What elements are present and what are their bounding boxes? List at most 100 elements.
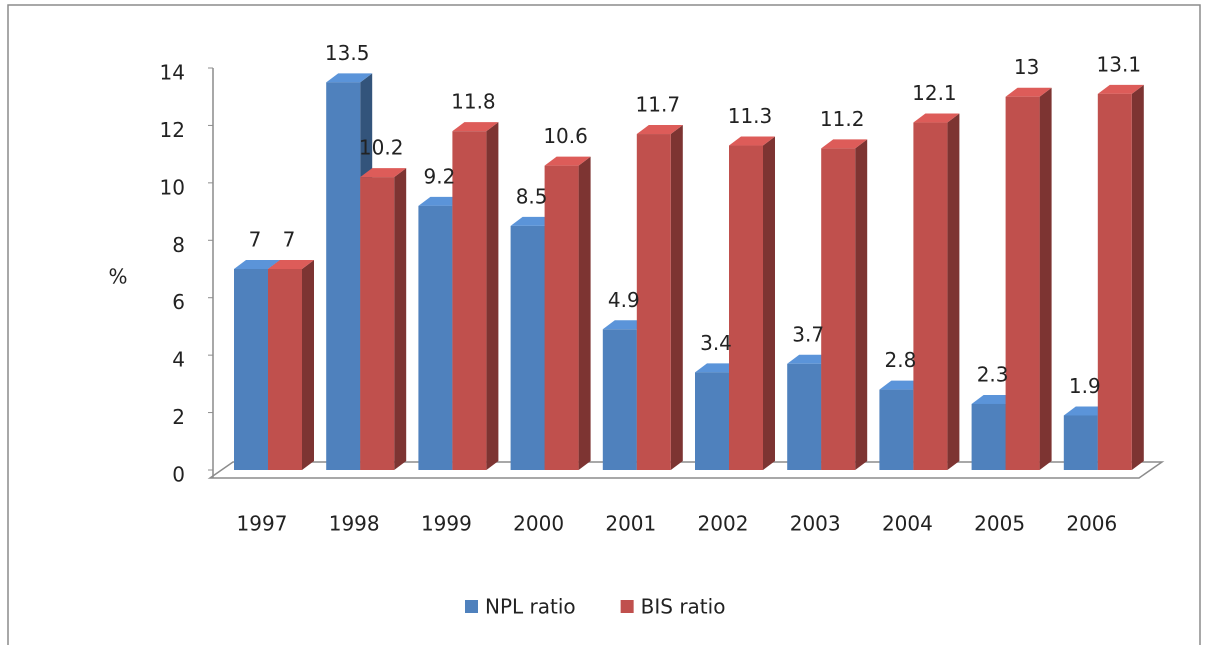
- value-label: 2.3: [977, 362, 1009, 386]
- bar-side: [486, 122, 499, 471]
- value-label: 7: [283, 228, 296, 252]
- frame: [7, 4, 1201, 645]
- bar-front: [360, 177, 395, 470]
- x-tick-label: 2004: [882, 512, 933, 536]
- bar-front: [418, 205, 453, 471]
- value-label: 11.7: [636, 93, 681, 117]
- bar: [971, 394, 1018, 470]
- bar-front: [544, 165, 579, 470]
- bar: [1097, 84, 1144, 470]
- bar: [913, 113, 960, 471]
- value-label: 12.1: [912, 81, 957, 105]
- bar-front: [268, 269, 302, 470]
- x-tick-label: 2006: [1066, 512, 1117, 536]
- x-tick-label: 1999: [421, 512, 472, 536]
- value-label: 10.6: [543, 124, 588, 148]
- bar-front: [913, 122, 948, 471]
- bar-top: [544, 156, 591, 166]
- bar-front: [879, 389, 914, 470]
- bar-side: [1039, 87, 1052, 470]
- y-tick-label: 0: [172, 463, 185, 487]
- value-label: 13: [1014, 55, 1039, 79]
- bar-top: [234, 260, 280, 269]
- y-axis-label: %: [108, 265, 127, 289]
- floor: [207, 461, 1165, 479]
- bar-top: [821, 139, 868, 149]
- bar-front: [1005, 96, 1040, 470]
- bar-side: [1131, 84, 1144, 470]
- legend-swatch: [465, 600, 478, 613]
- legend-label: BIS ratio: [641, 595, 726, 619]
- bar-front: [602, 329, 637, 470]
- value-label: 13.1: [1097, 52, 1142, 76]
- bar-top: [636, 125, 683, 135]
- bar-top: [1097, 84, 1144, 94]
- x-tick-label: 2001: [605, 512, 656, 536]
- bar-top: [729, 136, 775, 146]
- bar-side: [855, 139, 868, 470]
- bar-top: [1005, 87, 1052, 97]
- value-label: 13.5: [325, 41, 370, 65]
- bar-top: [452, 122, 499, 132]
- bar-front: [695, 372, 729, 470]
- legend-swatch: [620, 600, 634, 613]
- bar-front: [326, 82, 361, 470]
- bar-front: [971, 403, 1006, 470]
- y-tick-label: 12: [160, 118, 185, 142]
- x-tick-label: 2000: [513, 512, 564, 536]
- value-label: 3.4: [700, 331, 732, 355]
- value-label: 9.2: [423, 164, 455, 188]
- bar-top: [326, 73, 373, 83]
- legend-label: NPL ratio: [485, 595, 576, 619]
- y-tick-label: 14: [160, 61, 185, 85]
- value-label: 11.3: [728, 104, 773, 128]
- y-tick-label: 8: [172, 233, 185, 257]
- y-tick-label: 6: [172, 290, 185, 314]
- bar-front: [452, 131, 487, 470]
- bar-front: [234, 269, 268, 470]
- bar: [1005, 87, 1052, 470]
- bar-front: [821, 148, 856, 470]
- y-tick-label: 4: [172, 348, 185, 372]
- bar-front: [636, 134, 671, 471]
- bar-front: [1063, 415, 1098, 470]
- x-tick-label: 2003: [790, 512, 841, 536]
- bar-side: [302, 260, 314, 470]
- value-label: 4.9: [608, 288, 640, 312]
- value-label: 2.8: [884, 348, 916, 372]
- bar-front: [787, 363, 822, 470]
- bar-side: [394, 168, 407, 470]
- bar: [452, 122, 499, 471]
- bar-top: [913, 113, 960, 123]
- bar-side: [670, 125, 683, 471]
- bar-front: [729, 145, 763, 470]
- bar: [268, 260, 314, 470]
- value-label: 11.2: [820, 107, 865, 131]
- bar-side: [578, 156, 591, 470]
- bar: [636, 125, 683, 471]
- value-label: 8.5: [516, 184, 548, 208]
- value-label: 11.8: [451, 90, 496, 114]
- value-label: 1.9: [1069, 374, 1101, 398]
- bar-side: [763, 136, 775, 470]
- x-tick-label: 1997: [237, 512, 288, 536]
- bar-front: [1097, 93, 1132, 470]
- y-tick-label: 2: [172, 405, 185, 429]
- bar-front: [510, 225, 545, 470]
- bar-top: [360, 168, 407, 178]
- x-tick-label: 1998: [329, 512, 380, 536]
- value-label: 10.2: [359, 136, 404, 160]
- bar: [729, 136, 775, 470]
- bar-top: [268, 260, 314, 269]
- bar: [821, 139, 868, 470]
- x-tick-label: 2002: [698, 512, 749, 536]
- value-label: 7: [249, 228, 262, 252]
- x-tick-label: 2005: [974, 512, 1025, 536]
- y-tick-label: 10: [160, 175, 185, 199]
- value-label: 3.7: [792, 322, 824, 346]
- bar: [360, 168, 407, 470]
- bar-side: [947, 113, 960, 471]
- bar: [544, 156, 591, 470]
